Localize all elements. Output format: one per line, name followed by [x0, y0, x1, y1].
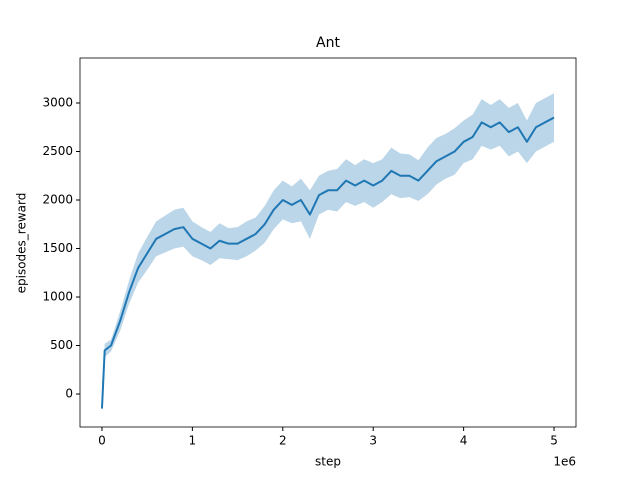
x-offset-label: 1e6: [553, 455, 576, 469]
y-tick-label: 2500: [42, 144, 73, 158]
mean-line: [100, 116, 555, 409]
x-tick-label: 4: [460, 434, 468, 448]
y-tick-label: 1000: [42, 290, 73, 304]
plot-frame: [79, 57, 577, 428]
x-tick-label: 5: [550, 434, 558, 448]
x-tick-label: 0: [98, 434, 106, 448]
y-tick-label: 3000: [42, 96, 73, 110]
chart-title: Ant: [316, 35, 340, 51]
x-tick-label: 3: [369, 434, 377, 448]
y-tick-label: 1500: [42, 241, 73, 255]
y-tick-label: 500: [50, 338, 73, 352]
x-tick-label: 1: [189, 434, 197, 448]
y-tick-label: 0: [65, 387, 73, 401]
y-tick-label: 2000: [42, 193, 73, 207]
x-tick-label: 2: [279, 434, 287, 448]
confidence-band: [101, 93, 555, 411]
y-axis-label: episodes_reward: [15, 193, 29, 294]
x-axis-label: step: [315, 455, 341, 469]
